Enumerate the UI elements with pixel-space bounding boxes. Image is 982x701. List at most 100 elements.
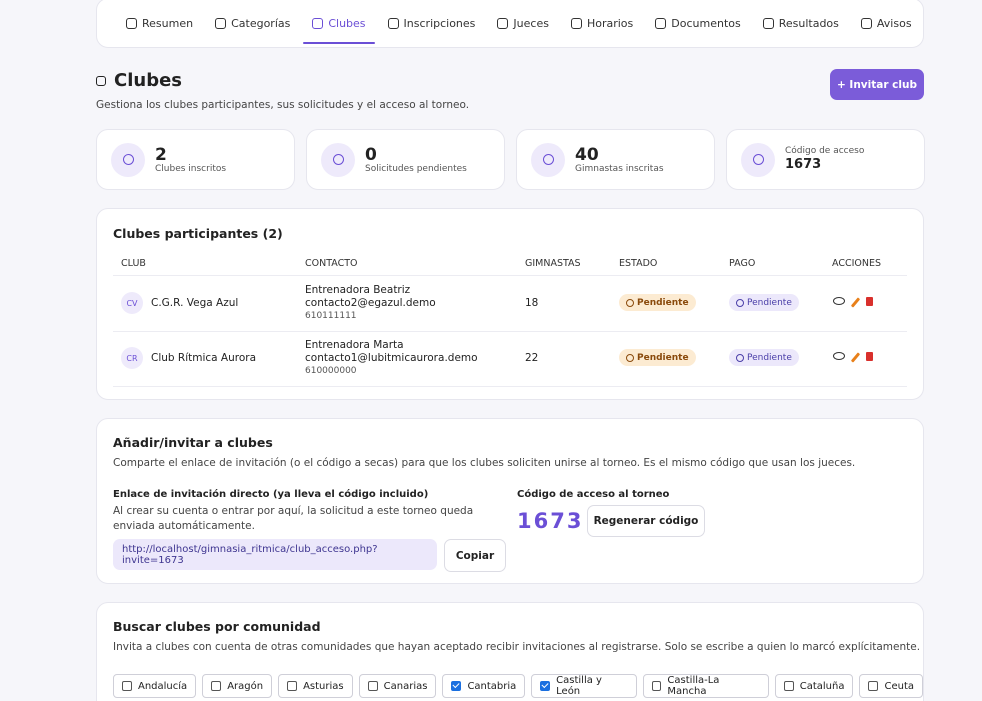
page-title: Clubes [96, 70, 182, 91]
community-chip[interactable]: Castilla y León [531, 674, 637, 698]
status-badge: Pendiente [619, 349, 696, 366]
nav-tab[interactable]: Avisos [850, 0, 923, 47]
stat-text: 0 Solicitudes pendientes [365, 146, 467, 174]
club-cell: CR Club Rítmica Aurora [121, 347, 256, 369]
contact-cell: Entrenadora Marta contacto1@lubitmicauror… [305, 339, 478, 378]
stat-glyph [752, 154, 764, 165]
payment-text: Pendiente [747, 297, 792, 308]
community-name: Cataluña [799, 680, 845, 692]
stat-value: 40 [575, 144, 599, 165]
access-code: 1673 [517, 509, 584, 533]
invite-url[interactable]: http://localhost/gimnasia_ritmica/club_a… [113, 539, 437, 570]
nav-label: Documentos [671, 16, 741, 30]
stat-glyph [122, 154, 134, 165]
community-chip[interactable]: Asturias [278, 674, 353, 698]
link-label: Enlace de invitación directo (ya lleva e… [113, 489, 429, 500]
page-subtitle: Gestiona los clubes participantes, sus s… [96, 99, 470, 111]
contact-email: contacto1@lubitmicaurora.demo [305, 352, 478, 364]
payment-dot [736, 298, 744, 307]
stat-text: Código de acceso 1673 [785, 146, 864, 174]
nav-label: Resumen [142, 16, 194, 30]
nav-tab[interactable]: Categorías [204, 0, 301, 47]
status-text: Pendiente [637, 352, 689, 363]
community-chip[interactable]: Ceuta [859, 674, 923, 698]
column-header: ACCIONES [832, 258, 882, 269]
community-list: Andalucía Aragón Asturias Canarias Cantabria… [113, 674, 923, 698]
delete-action[interactable] [866, 297, 873, 306]
stat-value: 0 [365, 144, 377, 165]
nav-label: Inscripciones [403, 16, 476, 30]
community-chip[interactable]: Castilla-La Mancha [642, 674, 769, 698]
community-chip[interactable]: Cataluña [774, 674, 854, 698]
nav-label: Clubes [328, 16, 366, 30]
nav-tab[interactable]: Inscripciones [377, 0, 487, 47]
contact-cell: Entrenadora Beatriz contacto2@egazul.demo… [305, 284, 436, 323]
contact-email: contacto2@egazul.demo [305, 297, 436, 309]
edit-action[interactable] [850, 352, 861, 363]
payment-badge: Pendiente [729, 349, 799, 366]
community-chip[interactable]: Andalucía [113, 674, 197, 698]
gymnasts-cell: 22 [525, 352, 539, 364]
stat-icon [321, 142, 355, 177]
gymnasts-cell: 18 [525, 297, 539, 309]
nav-label: Horarios [586, 16, 634, 30]
nav-label: Resultados [778, 16, 839, 30]
search-title: Buscar clubes por comunidad [113, 619, 321, 634]
club-name: Club Rítmica Aurora [151, 352, 257, 364]
link-help: Al crear su cuenta o entrar por aquí, la… [113, 505, 474, 532]
checkbox [211, 681, 222, 691]
stat-label: Código de acceso [785, 145, 865, 156]
nav-label: Jueces [513, 16, 549, 30]
community-chip[interactable]: Aragón [202, 674, 273, 698]
checkbox [651, 681, 662, 691]
regenerate-button[interactable]: Regenerar código [587, 505, 705, 537]
stat-icon [741, 142, 775, 177]
nav-bar: Resumen Categorías Clubes Inscripciones Juec… [96, 0, 924, 48]
check-mark [541, 681, 549, 689]
nav-icon [126, 17, 137, 29]
checkbox [367, 681, 378, 691]
status-badge: Pendiente [619, 294, 696, 311]
contact-name: Entrenadora Beatriz [305, 284, 411, 296]
invite-button[interactable]: + Invitar club [830, 69, 924, 100]
stat-icon [111, 142, 145, 177]
community-chip[interactable]: Cantabria [442, 674, 526, 698]
community-name: Aragón [227, 680, 264, 692]
nav-tab[interactable]: Resultados [752, 0, 850, 47]
payment-badge: Pendiente [729, 294, 799, 311]
nav-tab[interactable]: Clubes [301, 0, 376, 47]
community-name: Ceuta [884, 680, 914, 692]
column-header: ESTADO [619, 258, 658, 269]
nav-icon [860, 17, 872, 29]
check-mark [452, 681, 460, 689]
copy-button[interactable]: Copiar [444, 539, 506, 572]
edit-action[interactable] [850, 297, 861, 308]
search-description: Invita a clubes con cuenta de otras comu… [113, 641, 921, 653]
nav-tab[interactable]: Horarios [560, 0, 644, 47]
community-name: Castilla y León [556, 675, 602, 697]
club-avatar: CR [121, 347, 143, 369]
row-divider [113, 275, 907, 276]
stat-icon [531, 142, 565, 177]
nav-label: Avisos [876, 16, 912, 30]
column-header: PAGO [729, 258, 756, 269]
checkbox [540, 681, 551, 691]
clubs-table-card: Clubes participantes (2) CLUB CONTACTO GIM… [96, 208, 924, 400]
club-avatar: CV [121, 292, 143, 314]
delete-action[interactable] [866, 352, 873, 361]
payment-dot [736, 353, 744, 362]
stat-text: 40 Gimnastas inscritas [575, 146, 664, 174]
community-name: Andalucía [138, 680, 188, 692]
column-header: GIMNASTAS [525, 258, 581, 269]
invite-card: Añadir/invitar a clubes Comparte el enla… [96, 418, 924, 584]
nav-tab[interactable]: Documentos [644, 0, 751, 47]
community-chip[interactable]: Canarias [358, 674, 437, 698]
code-label: Código de acceso al torneo [517, 489, 670, 500]
view-action[interactable] [833, 352, 845, 360]
view-action[interactable] [833, 297, 845, 305]
nav-tab[interactable]: Jueces [486, 0, 560, 47]
nav-icon [762, 17, 774, 29]
nav-tab[interactable]: Resumen [115, 0, 204, 47]
contact-phone: 610000000 [305, 366, 357, 376]
